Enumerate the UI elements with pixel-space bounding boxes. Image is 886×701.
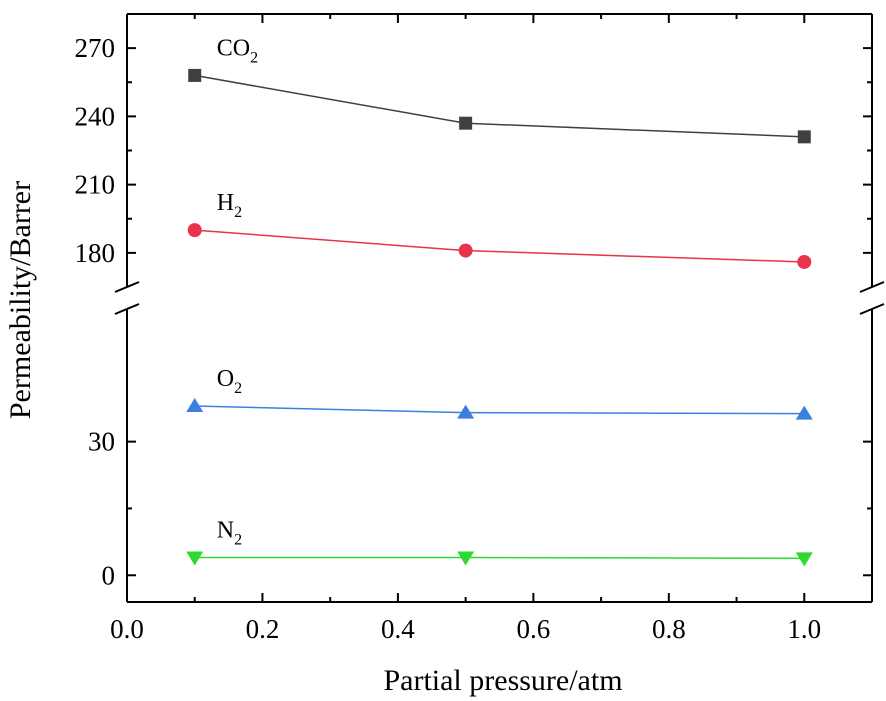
y-tick-label: 30 — [88, 427, 115, 457]
y-tick-label: 210 — [75, 170, 116, 200]
series-co2: CO2 — [188, 35, 811, 144]
y-tick-label: 240 — [75, 101, 116, 131]
axis-break-mark-left — [114, 281, 140, 293]
data-point-n2 — [457, 551, 475, 566]
y-axis-title: Permeability/Barrer — [4, 181, 37, 419]
series-label-co2: CO2 — [217, 35, 258, 66]
data-point-o2 — [457, 404, 475, 419]
x-tick-label: 0.0 — [110, 614, 144, 644]
data-point-n2 — [186, 551, 204, 566]
x-tick-label: 0.8 — [652, 614, 686, 644]
series-line-o2 — [194, 405, 805, 415]
x-tick-label: 0.2 — [246, 614, 280, 644]
data-point-co2 — [188, 68, 202, 82]
series-h2: H2 — [187, 190, 812, 269]
data-point-co2 — [797, 130, 811, 144]
series-label-h2: H2 — [217, 190, 242, 221]
x-tick-label: 0.6 — [516, 614, 550, 644]
axes: 0.0 0.2 0.4 0.6 0.8 1.0 180 210 240 270 0 30 — [75, 13, 885, 644]
y-tick-label: 270 — [75, 33, 116, 63]
axis-break-mark-right — [859, 303, 885, 315]
data-point-h2 — [797, 254, 812, 269]
data-point-o2 — [795, 405, 813, 420]
series-o2: O2 — [186, 366, 813, 420]
y-tick-label: 0 — [102, 560, 116, 590]
x-axis-title: Partial pressure/atm — [383, 664, 622, 697]
x-tick-label: 1.0 — [787, 614, 821, 644]
series-line-h2 — [194, 229, 805, 263]
data-point-co2 — [459, 116, 473, 130]
series-n2: N2 — [186, 517, 813, 567]
axis-break-mark-right — [859, 281, 885, 293]
data-point-o2 — [186, 398, 204, 412]
series-line-n2 — [194, 556, 805, 560]
data-point-h2 — [458, 243, 473, 258]
y-tick-label: 180 — [75, 238, 116, 268]
axis-break-mark-left — [114, 303, 140, 315]
data-point-n2 — [795, 552, 813, 567]
series-label-o2: O2 — [217, 366, 242, 397]
series-layer: CO2 H2 O2 N2 — [186, 35, 813, 567]
series-line-co2 — [194, 74, 805, 138]
data-point-h2 — [187, 223, 202, 238]
x-tick-label: 0.4 — [381, 614, 415, 644]
series-label-n2: N2 — [217, 517, 242, 548]
